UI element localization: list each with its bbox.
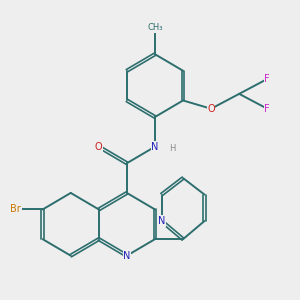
Text: H: H	[169, 144, 175, 153]
Text: O: O	[207, 104, 215, 114]
Text: Br: Br	[10, 204, 21, 214]
Text: F: F	[264, 104, 270, 114]
Text: N: N	[151, 142, 159, 152]
Text: N: N	[158, 216, 165, 226]
Text: O: O	[95, 142, 103, 152]
Text: CH₃: CH₃	[147, 23, 163, 32]
Text: N: N	[123, 251, 130, 261]
Text: F: F	[264, 74, 270, 84]
